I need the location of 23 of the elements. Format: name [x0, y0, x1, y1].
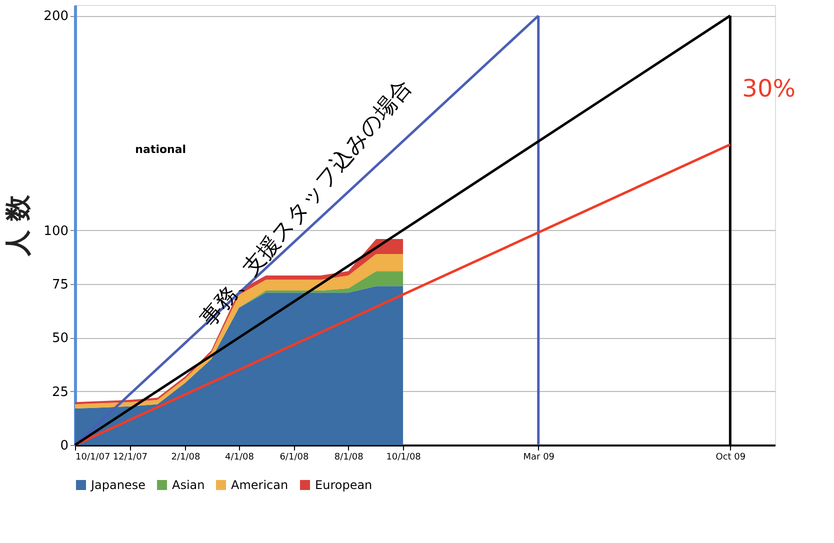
y-axis-title: 人 数: [4, 194, 34, 258]
legend-label: Japanese: [90, 478, 146, 492]
x-tick-label: Mar 09: [523, 452, 555, 462]
legend-label: Asian: [172, 478, 205, 492]
y-tick-label: 100: [44, 224, 68, 239]
annotation: 事務、支援スタッフ込みの場合: [196, 75, 417, 332]
x-tick-label: 2/1/08: [171, 452, 200, 462]
x-tick-label: 10/1/08: [386, 452, 422, 462]
y-tick-label: 0: [60, 438, 68, 454]
x-tick-label: 4/1/08: [225, 452, 254, 462]
legend-label: American: [231, 478, 288, 492]
x-tick-label: 8/1/08: [334, 452, 364, 462]
y-tick-label: 75: [52, 278, 68, 293]
y-tick-label: 25: [52, 384, 68, 400]
text: national: [135, 143, 186, 156]
x-tick-label: Oct 09: [716, 452, 746, 462]
y-tick-label: 50: [52, 331, 68, 346]
x-tick-label: 12/1/07: [112, 452, 148, 462]
legend-label: European: [315, 478, 372, 492]
x-tick-label: 6/1/08: [280, 452, 309, 462]
x-tick-label: 10/1/07: [76, 452, 110, 462]
y-tick-label: 200: [44, 9, 68, 24]
annotation: 30%: [742, 74, 796, 103]
